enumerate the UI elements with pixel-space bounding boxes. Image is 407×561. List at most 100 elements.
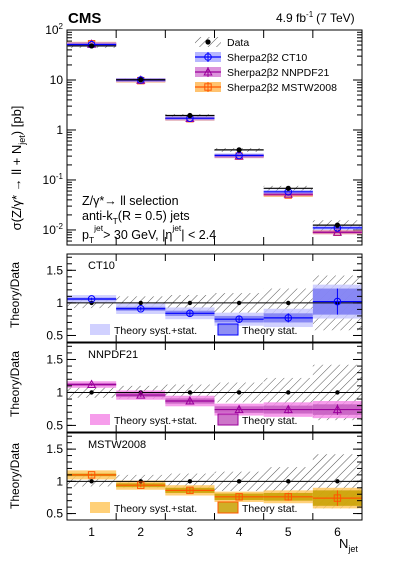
legend-syst-label: Theory syst.+stat. <box>114 415 197 427</box>
tick-mantissa: 10 <box>50 73 64 87</box>
data-ratio-point <box>187 390 193 395</box>
ratio-panel-ct10: 0.5 1 1.5 CT10 Theory syst.+stat. Theory stat… <box>46 253 363 343</box>
ratio-y-tick-label: 1.5 <box>46 442 63 456</box>
ratio-y-tick-label: 1 <box>56 296 63 310</box>
annotation-part: > 30 GeV, |η <box>103 228 172 242</box>
legend-entry-label: Sherpa2β2 MSTW2008 <box>227 82 337 94</box>
annotation-part: T <box>113 216 118 226</box>
x-tick-label: 6 <box>334 525 341 539</box>
legend-stat-label: Theory stat. <box>242 325 297 337</box>
x-axis-label: Njet <box>339 536 358 554</box>
theory-ratio-marker <box>284 493 292 501</box>
tick-exponent: -2 <box>56 222 64 231</box>
x-axis-label-sub: jet <box>347 544 358 554</box>
tick-mantissa: 10 <box>45 23 59 37</box>
annotation-kinematic-cuts: pTjet> 30 GeV, |ηjet| < 2.4 <box>82 223 216 245</box>
ratio-panel-label: NNPDF21 <box>88 349 138 361</box>
annotation-part: anti-k <box>82 209 113 223</box>
data-ratio-point <box>236 479 242 484</box>
top-y-axis-label-end: ) [pb] <box>9 106 24 136</box>
data-ratio-point <box>138 300 143 306</box>
top-y-tick-label: 10 <box>50 73 64 87</box>
annotation-part: jet <box>171 223 182 233</box>
annotation-part: (R = 0.5) jets <box>118 209 190 223</box>
data-ratio-point <box>89 479 94 484</box>
theory-ratio-marker <box>234 404 244 414</box>
legend-entry-label: Sherpa2β2 NNPDF21 <box>227 67 329 79</box>
data-ratio-point <box>89 390 94 395</box>
ratio-y-axis-label-3: Theory/Data <box>8 443 22 509</box>
annotation-part: p <box>82 228 89 242</box>
luminosity-label: 4.9 fb-1 (7 TeV) <box>276 10 355 25</box>
theory-ratio-marker <box>185 395 195 405</box>
x-tick-label: 5 <box>285 525 292 539</box>
legend-syst-swatch <box>90 324 110 335</box>
data-point <box>187 112 193 119</box>
theory-ratio-marker <box>137 481 145 489</box>
data-ratio-point <box>286 479 291 484</box>
legend-syst-swatch <box>90 414 110 425</box>
top-y-tick-label: 102 <box>45 22 63 37</box>
ratio-panel-label: CT10 <box>88 260 115 272</box>
data-ratio-point <box>236 390 242 395</box>
tick-mantissa: 10 <box>43 223 57 237</box>
theory-ratio-marker <box>86 379 97 389</box>
theory-ratio-marker <box>87 295 96 303</box>
legend-syst-label: Theory syst.+stat. <box>114 325 197 337</box>
data-ratio-point <box>187 479 193 484</box>
data-ratio-point <box>286 390 291 395</box>
ratio-panel-nnpdf21: 0.5 1 1.5 NNPDF21 Theory syst.+stat. Theory s… <box>46 342 363 433</box>
nnpdf-marker <box>332 227 343 236</box>
data-ratio-point <box>138 479 143 484</box>
theory-ratio-marker <box>136 304 145 313</box>
legend-syst-label: Theory syst.+stat. <box>114 503 197 515</box>
data-point <box>334 222 341 228</box>
theory-ratio-marker <box>235 315 243 323</box>
data-point <box>285 185 291 191</box>
annotation-selection: Z/γ*→ ll selection <box>82 194 179 208</box>
x-axis-label-main: N <box>339 536 348 551</box>
ratio-y-tick-label: 1 <box>56 385 63 399</box>
annotation-part: T <box>89 235 94 245</box>
ratio-y-tick-label: 1.5 <box>46 352 63 366</box>
top-y-axis-label: σ(Z/γ* → ll + Njet) [pb] <box>9 106 27 231</box>
legend-stat-label: Theory stat. <box>242 415 297 427</box>
ratio-y-tick-label: 0.5 <box>46 418 63 432</box>
x-tick-label: 2 <box>137 525 144 539</box>
legend-stat-swatch <box>217 323 239 336</box>
legend-entry-label: Data <box>227 37 249 49</box>
ratio-panels: 0.5 1 1.5 CT10 Theory syst.+stat. Theory stat… <box>46 253 363 539</box>
tick-mantissa: 10 <box>43 173 57 187</box>
tick-mantissa: 1 <box>56 123 63 137</box>
ratio-y-tick-label: 1 <box>56 474 63 488</box>
ratio-panel-label: MSTW2008 <box>88 439 146 451</box>
energy-value: (7 TeV) <box>316 11 354 25</box>
data-ratio-point <box>286 300 291 306</box>
top-y-axis-label-sub: jet <box>17 135 27 146</box>
legend-data-marker <box>205 39 211 45</box>
theory-ratio-marker <box>87 471 96 479</box>
legend-entry-label: Sherpa2β2 CT10 <box>227 52 307 64</box>
data-point <box>138 77 144 83</box>
ratio-y-tick-label: 0.5 <box>46 507 63 521</box>
theory-ratio-marker <box>283 404 293 414</box>
data-ratio-point <box>335 390 340 395</box>
legend-stat-label: Theory stat. <box>242 503 297 515</box>
legend-syst-swatch <box>90 502 110 513</box>
data-ratio-point <box>187 300 193 306</box>
ratio-y-tick-label: 0.5 <box>46 328 63 342</box>
ratio-y-axis-label-2: Theory/Data <box>8 351 22 417</box>
data-ratio-point <box>335 479 340 484</box>
top-y-tick-label: 10-2 <box>43 222 64 237</box>
lumi-exponent: -1 <box>306 10 314 19</box>
theory-ratio-marker <box>332 404 343 414</box>
theory-ratio-marker <box>333 297 342 306</box>
tick-exponent: -1 <box>56 172 64 181</box>
ratio-y-axis-label-1: Theory/Data <box>8 262 22 328</box>
top-y-tick-label: 10-1 <box>43 172 64 187</box>
x-tick-label: 3 <box>187 525 194 539</box>
theory-ratio-marker <box>333 494 342 502</box>
theory-ratio-marker <box>235 493 243 501</box>
